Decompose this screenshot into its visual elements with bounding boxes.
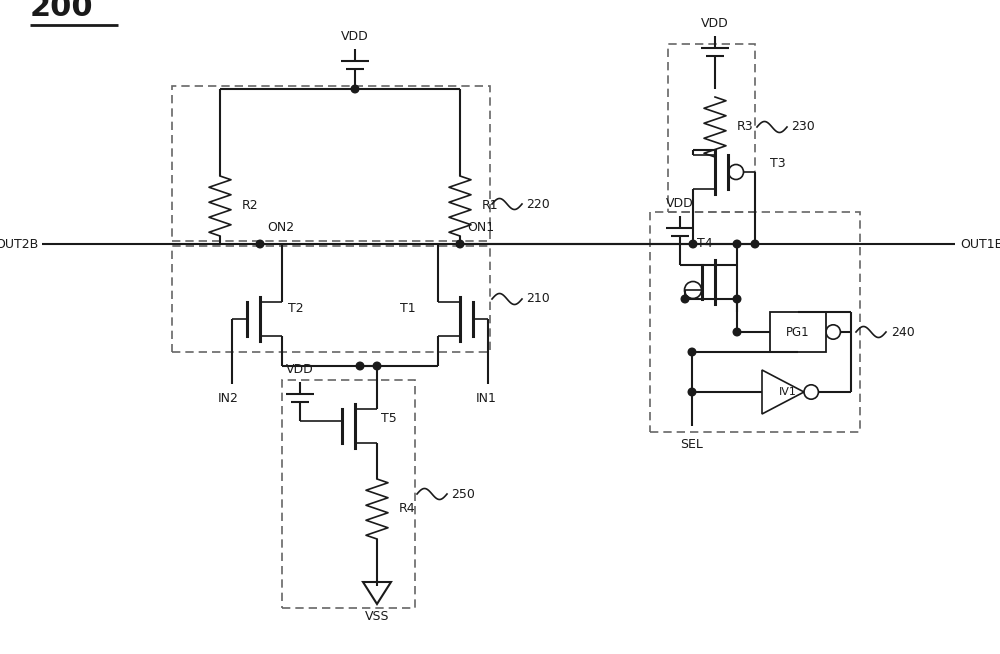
Bar	[282, 380, 415, 608]
Circle shape	[733, 295, 741, 303]
Text: 250: 250	[451, 487, 475, 500]
Text: T5: T5	[381, 411, 397, 424]
Circle shape	[356, 362, 364, 370]
Circle shape	[456, 240, 464, 248]
Circle shape	[733, 328, 741, 336]
Text: R2: R2	[242, 199, 259, 213]
Text: VSS: VSS	[365, 610, 389, 623]
Circle shape	[751, 240, 759, 248]
Text: R3: R3	[737, 120, 754, 133]
Bar	[668, 44, 755, 212]
Bar	[172, 86, 490, 241]
Text: SEL: SEL	[681, 438, 703, 451]
Text: T3: T3	[770, 158, 786, 171]
Circle shape	[688, 348, 696, 356]
Text: R1: R1	[482, 199, 499, 213]
Circle shape	[256, 240, 264, 248]
Circle shape	[688, 388, 696, 396]
Circle shape	[689, 240, 697, 248]
Text: VDD: VDD	[286, 363, 314, 376]
Text: VDD: VDD	[701, 17, 729, 30]
Bar	[172, 246, 490, 352]
Text: 210: 210	[526, 292, 550, 305]
Text: ON1: ON1	[467, 221, 494, 234]
Circle shape	[373, 362, 381, 370]
Text: T2: T2	[288, 303, 304, 315]
Bar	[650, 212, 860, 432]
Text: IV1: IV1	[779, 387, 797, 397]
Text: T4: T4	[697, 237, 713, 250]
Text: VDD: VDD	[341, 30, 369, 43]
Circle shape	[681, 295, 689, 303]
Text: IN2: IN2	[218, 392, 238, 405]
Text: 200: 200	[30, 0, 94, 22]
Text: 240: 240	[891, 326, 915, 339]
Text: ON2: ON2	[267, 221, 294, 234]
Circle shape	[351, 85, 359, 93]
Bar	[770, 312, 826, 352]
Text: VDD: VDD	[666, 197, 694, 210]
Text: OUT2B: OUT2B	[0, 237, 38, 250]
Text: PG1: PG1	[786, 326, 810, 339]
Text: IN1: IN1	[476, 392, 496, 405]
Text: OUT1B: OUT1B	[960, 237, 1000, 250]
Text: R4: R4	[399, 502, 416, 515]
Text: T1: T1	[400, 303, 416, 315]
Text: 220: 220	[526, 198, 550, 211]
Circle shape	[733, 240, 741, 248]
Text: 230: 230	[791, 120, 815, 133]
